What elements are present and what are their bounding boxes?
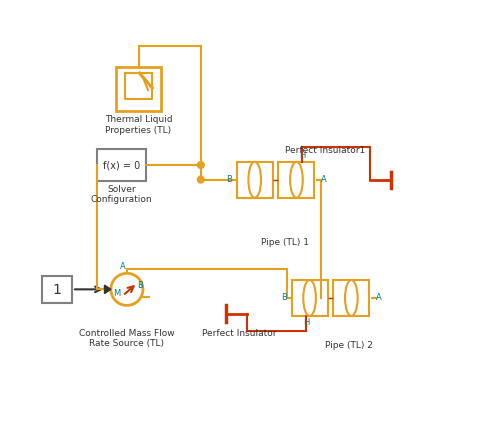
Text: A: A [120,262,125,271]
Text: H: H [303,318,309,327]
FancyBboxPatch shape [237,162,273,198]
Text: A: A [376,294,382,303]
Text: Pipe (TL) 2: Pipe (TL) 2 [325,341,372,350]
Text: Controlled Mass Flow
Rate Source (TL): Controlled Mass Flow Rate Source (TL) [79,329,174,348]
FancyBboxPatch shape [97,149,146,181]
Text: B: B [226,175,232,184]
Text: Thermal Liquid
Properties (TL): Thermal Liquid Properties (TL) [104,116,173,135]
Text: Perfect Insulator1: Perfect Insulator1 [285,146,365,155]
FancyBboxPatch shape [278,162,314,198]
Circle shape [197,162,204,168]
Text: Pipe (TL) 1: Pipe (TL) 1 [261,238,309,247]
FancyBboxPatch shape [292,280,328,316]
Text: M: M [113,289,121,298]
Text: 1: 1 [53,283,62,297]
Text: H: H [299,151,306,160]
FancyBboxPatch shape [42,276,72,303]
Text: B: B [281,294,287,303]
Text: f(x) = 0: f(x) = 0 [103,160,140,170]
FancyBboxPatch shape [333,280,369,316]
Polygon shape [104,285,111,294]
Text: A: A [321,175,327,184]
Circle shape [197,176,204,183]
Text: Solver
Configuration: Solver Configuration [91,185,153,204]
Text: Perfect Insulator: Perfect Insulator [202,329,276,337]
Text: B: B [138,280,143,289]
FancyBboxPatch shape [116,67,161,111]
